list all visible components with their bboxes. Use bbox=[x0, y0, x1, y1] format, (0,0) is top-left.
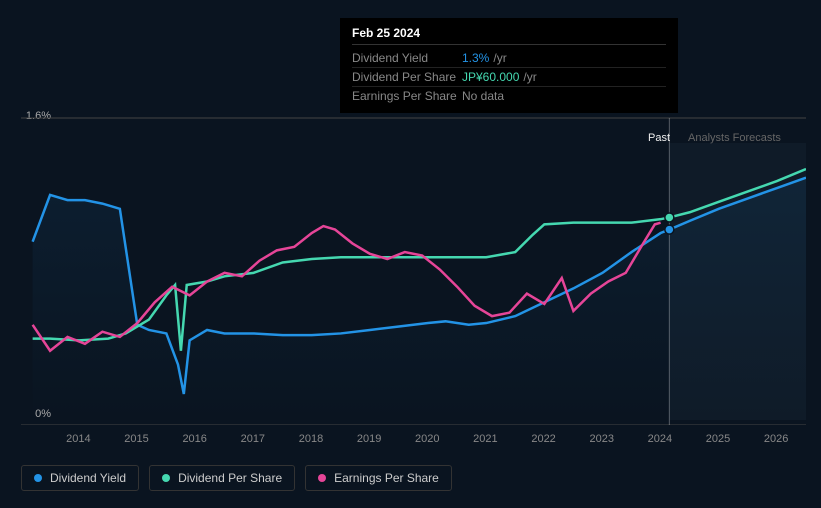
x-tick-label: 2017 bbox=[241, 433, 265, 445]
tooltip-label: Earnings Per Share bbox=[352, 89, 462, 103]
chart-legend: Dividend Yield Dividend Per Share Earnin… bbox=[21, 465, 452, 491]
legend-dot-icon bbox=[318, 474, 326, 482]
x-tick-label: 2014 bbox=[66, 433, 90, 445]
x-tick-label: 2015 bbox=[124, 433, 148, 445]
tooltip-row: Dividend Per Share JP¥60.000 /yr bbox=[352, 68, 666, 87]
x-tick-label: 2016 bbox=[182, 433, 206, 445]
tooltip-row: Dividend Yield 1.3% /yr bbox=[352, 49, 666, 68]
tooltip-unit: /yr bbox=[493, 51, 506, 65]
legend-label: Earnings Per Share bbox=[334, 471, 439, 485]
x-tick-label: 2019 bbox=[357, 433, 381, 445]
tooltip-date: Feb 25 2024 bbox=[352, 26, 666, 45]
tooltip-unit: /yr bbox=[523, 70, 536, 84]
legend-label: Dividend Per Share bbox=[178, 471, 282, 485]
x-tick-label: 2022 bbox=[531, 433, 555, 445]
legend-dot-icon bbox=[34, 474, 42, 482]
x-tick-label: 2026 bbox=[764, 433, 788, 445]
tooltip-value: No data bbox=[462, 89, 504, 103]
x-tick-label: 2020 bbox=[415, 433, 439, 445]
legend-item-earnings-per-share[interactable]: Earnings Per Share bbox=[305, 465, 452, 491]
legend-dot-icon bbox=[162, 474, 170, 482]
tooltip-row: Earnings Per Share No data bbox=[352, 87, 666, 105]
tooltip-label: Dividend Per Share bbox=[352, 70, 462, 84]
legend-item-dividend-yield[interactable]: Dividend Yield bbox=[21, 465, 139, 491]
tooltip-value: JP¥60.000 bbox=[462, 70, 519, 84]
x-tick-label: 2023 bbox=[589, 433, 613, 445]
chart-tooltip: Feb 25 2024 Dividend Yield 1.3% /yr Divi… bbox=[340, 18, 678, 113]
x-tick-label: 2021 bbox=[473, 433, 497, 445]
tooltip-value: 1.3% bbox=[462, 51, 489, 65]
x-tick-label: 2018 bbox=[299, 433, 323, 445]
x-tick-label: 2025 bbox=[706, 433, 730, 445]
tooltip-label: Dividend Yield bbox=[352, 51, 462, 65]
legend-label: Dividend Yield bbox=[50, 471, 126, 485]
legend-item-dividend-per-share[interactable]: Dividend Per Share bbox=[149, 465, 295, 491]
line-chart[interactable] bbox=[21, 100, 806, 425]
x-tick-label: 2024 bbox=[648, 433, 672, 445]
